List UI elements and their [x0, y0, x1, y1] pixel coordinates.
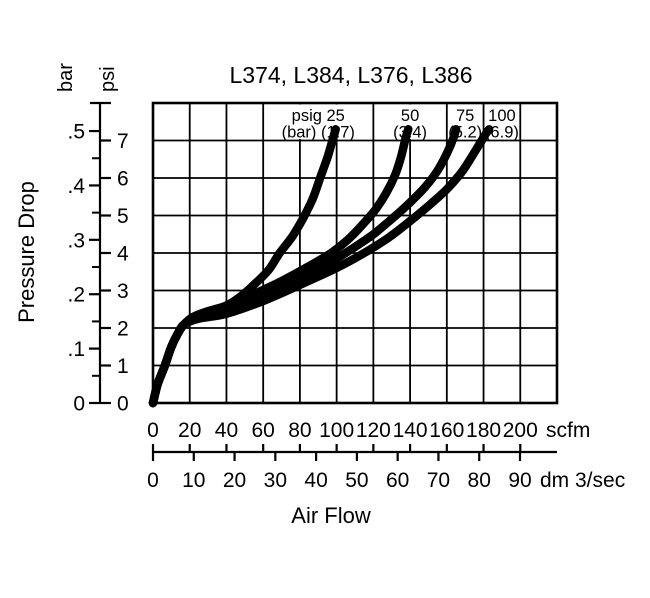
legend-cell-backdrop-0 [265, 104, 371, 139]
bar-tick-label-.4: .4 [67, 175, 85, 198]
scfm-tick-label-120: 120 [356, 419, 391, 442]
y-unit-psi-label: psi [97, 66, 119, 92]
scfm-tick-label-100: 100 [319, 419, 354, 442]
scfm-tick-label-160: 160 [429, 419, 464, 442]
x-axis-ruler: 0 20 40 60 80 100 120 140 160 180 200 0 10 20 30 40 50 60… [147, 419, 557, 492]
plot-border [151, 101, 559, 405]
plot-frame [151, 101, 559, 405]
legend-psig-value-1: 50 [401, 107, 419, 125]
scfm-tick-label-180: 180 [466, 419, 501, 442]
bar-tick-label-.2: .2 [67, 284, 85, 307]
legend-bar-value-0: (bar) (1.7) [282, 124, 355, 142]
psi-tick-label-6: 6 [117, 168, 129, 191]
chart-title: L374, L384, L376, L386 [229, 62, 472, 88]
legend-psig-value-2: 75 [456, 107, 474, 125]
legend-psig-value-0: psig 25 [292, 107, 345, 125]
psi-tick-label-2: 2 [117, 318, 129, 341]
psi-tick-label-1: 1 [117, 355, 129, 378]
curve-100-psig [148, 125, 494, 408]
scfm-tick-label-40: 40 [215, 419, 238, 442]
scfm-tick-label-60: 60 [252, 419, 275, 442]
curve-50-psig [148, 125, 413, 408]
bar-tick-label-.5: .5 [67, 121, 85, 144]
bar-tick-label-0: 0 [73, 393, 85, 416]
dm3sec-tick-label-90: 90 [508, 469, 531, 492]
dm3sec-tick-label-80: 80 [468, 469, 491, 492]
scfm-tick-label-140: 140 [393, 419, 428, 442]
psi-tick-label-7: 7 [117, 130, 129, 153]
scfm-tick-label-80: 80 [288, 419, 311, 442]
plot-grid [153, 103, 557, 403]
dm3sec-tick-label-20: 20 [223, 469, 246, 492]
dm3sec-tick-label-10: 10 [182, 469, 205, 492]
dm3sec-tick-label-60: 60 [386, 469, 409, 492]
psi-tick-label-5: 5 [117, 205, 129, 228]
psi-tick-label-3: 3 [117, 280, 129, 303]
legend-bar-value-3: (6.9) [485, 124, 519, 142]
y-axis-title: Pressure Drop [14, 181, 39, 323]
bar-tick-label-.3: .3 [67, 229, 85, 252]
dm3sec-tick-label-40: 40 [304, 469, 327, 492]
x-unit-scfm-label: scfm [546, 419, 590, 442]
dm3sec-tick-label-70: 70 [427, 469, 450, 492]
y-unit-bar-label: bar [55, 63, 77, 92]
scfm-tick-label-200: 200 [503, 419, 538, 442]
flow-curves [148, 125, 494, 408]
bar-tick-label-.1: .1 [67, 338, 85, 361]
legend-labels: psig 25(bar) (1.7) 50(3.4) 75(5.2) 100(6.9) [282, 107, 519, 142]
x-axis-title: Air Flow [291, 503, 371, 528]
legend-bar-value-1: (3.4) [393, 124, 427, 142]
dm3sec-tick-label-50: 50 [345, 469, 368, 492]
dm3sec-tick-label-30: 30 [264, 469, 287, 492]
dm3sec-tick-label-0: 0 [147, 469, 159, 492]
y-axis-ruler: 0 .1 .2 .3 .4 .5 0 1 2 3 4 5 6 7 [67, 101, 129, 416]
psi-tick-label-4: 4 [117, 243, 129, 266]
x-unit-dm3sec-label: dm 3/sec [540, 469, 625, 492]
psi-tick-label-0: 0 [117, 393, 129, 416]
legend-psig-value-3: 100 [488, 107, 516, 125]
scfm-tick-label-0: 0 [147, 419, 159, 442]
legend-bar-value-2: (5.2) [448, 124, 482, 142]
scfm-tick-label-20: 20 [178, 419, 201, 442]
